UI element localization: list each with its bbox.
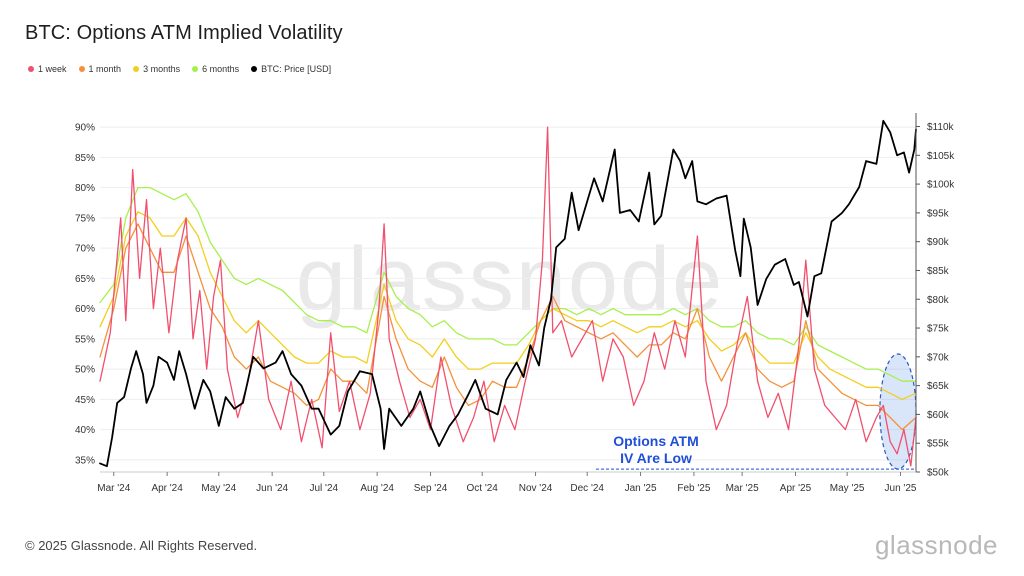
brand-logo: glassnode: [874, 530, 998, 560]
y-left-tick-label: 85%: [75, 153, 95, 164]
y-left-tick-label: 50%: [75, 365, 95, 376]
legend-swatch: [133, 66, 140, 72]
y-right-tick-label: $75k: [927, 324, 950, 335]
legend-item[interactable]: 1 week: [28, 64, 67, 74]
watermark-text: glassnode: [296, 230, 724, 330]
x-tick-label: Feb '25: [677, 483, 710, 494]
x-tick-label: Dec '24: [570, 483, 604, 494]
y-left-tick-label: 80%: [75, 183, 95, 194]
legend-swatch: [192, 66, 199, 72]
y-right-tick-label: $105k: [927, 151, 955, 162]
legend-item[interactable]: BTC: Price [USD]: [251, 64, 331, 74]
legend: 1 week 1 month 3 months 6 months BTC: Price …: [28, 64, 331, 74]
x-tick-label: Nov '24: [519, 483, 553, 494]
annotation-line-1: Options ATM: [613, 433, 699, 449]
x-tick-label: Jul '24: [310, 483, 339, 494]
legend-label: 1 week: [38, 64, 67, 74]
y-right-tick-label: $100k: [927, 180, 955, 191]
x-tick-label: Mar '24: [97, 483, 130, 494]
y-right-tick-label: $95k: [927, 208, 950, 219]
y-right-tick-label: $65k: [927, 381, 950, 392]
y-left-tick-label: 55%: [75, 334, 95, 345]
x-tick-label: Aug '24: [360, 483, 394, 494]
legend-item[interactable]: 1 month: [78, 64, 122, 74]
series-line-3-months: [99, 211, 917, 401]
legend-swatch: [78, 66, 85, 72]
y-right-tick-label: $80k: [927, 295, 950, 306]
y-left-tick-label: 35%: [75, 455, 95, 466]
axes: 90% 85% 80% 75% 70% 65% 60% 55% 50% 45% 40% 35% $110…: [75, 113, 955, 494]
legend-label: 6 months: [202, 64, 240, 74]
series-lines: [99, 119, 917, 468]
x-tick-label: Jun '24: [256, 483, 288, 494]
x-tick-label: May '24: [201, 483, 236, 494]
series-line-1-week: [99, 126, 917, 467]
y-left-tick-label: 65%: [75, 274, 95, 285]
legend-label: 1 month: [88, 64, 122, 74]
x-tick-label: Mar '25: [726, 483, 759, 494]
chart-title: BTC: Options ATM Implied Volatility: [25, 22, 343, 44]
y-left-tick-label: 45%: [75, 395, 95, 406]
legend-label: BTC: Price [USD]: [261, 64, 332, 74]
x-tick-label: Jun '25: [885, 483, 917, 494]
y-right-tick-label: $70k: [927, 352, 950, 363]
y-right-tick-label: $50k: [927, 468, 950, 479]
x-tick-label: May '25: [830, 483, 865, 494]
legend-swatch: [251, 66, 258, 72]
legend-item[interactable]: 6 months: [192, 64, 239, 74]
y-right-tick-label: $55k: [927, 439, 950, 450]
y-right-tick-label: $90k: [927, 237, 950, 248]
y-right-tick-label: $60k: [927, 410, 950, 421]
x-tick-label: Apr '25: [780, 483, 812, 494]
x-tick-label: Oct '24: [466, 483, 498, 494]
y-left-tick-label: 40%: [75, 425, 95, 436]
y-right-tick-label: $85k: [927, 266, 950, 277]
legend-item[interactable]: 3 months: [133, 64, 180, 74]
series-line-btc-price-usd: [99, 119, 917, 468]
series-line-1-month: [99, 223, 917, 431]
x-tick-label: Sep '24: [414, 483, 448, 494]
y-left-tick-label: 60%: [75, 304, 95, 315]
y-right-tick-label: $110k: [927, 122, 955, 133]
legend-swatch: [28, 66, 34, 72]
watermark: glassnode: [296, 230, 724, 330]
series-line-6-months: [99, 186, 917, 382]
x-tick-label: Apr '24: [151, 483, 183, 494]
gridlines: [100, 126, 916, 461]
y-left-tick-label: 90%: [75, 123, 95, 134]
copyright-notice: © 2025 Glassnode. All Rights Reserved.: [25, 538, 258, 553]
x-tick-label: Jan '25: [625, 483, 657, 494]
legend-label: 3 months: [143, 64, 181, 74]
y-left-tick-label: 75%: [75, 213, 95, 224]
annotation-line-2: IV Are Low: [620, 450, 692, 466]
y-left-tick-label: 70%: [75, 244, 95, 255]
